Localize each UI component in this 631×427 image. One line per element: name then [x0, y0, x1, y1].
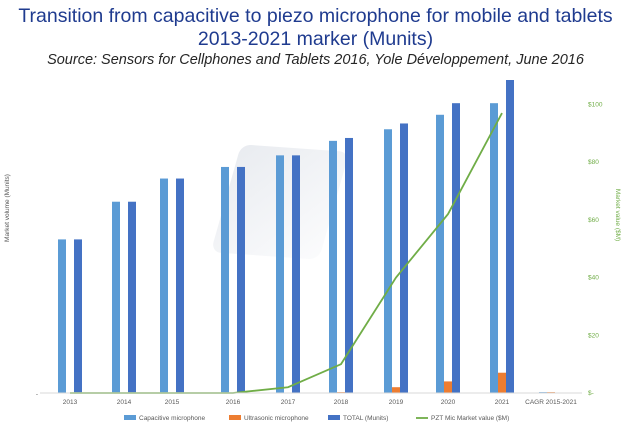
- bar-total-munits-2021: [506, 80, 514, 393]
- x-tick-label: 2017: [281, 399, 296, 406]
- y-axis-label-right: Market value ($M): [614, 189, 621, 241]
- x-tick-label: 2013: [63, 399, 78, 406]
- x-tick-label: 2015: [165, 399, 180, 406]
- x-tick-label: 2020: [441, 399, 456, 406]
- bar-ultrasonic-microphone-2019: [392, 387, 400, 393]
- chart-source: Source: Sensors for Cellphones and Table…: [47, 52, 584, 68]
- legend-label: Ultrasonic microphone: [244, 415, 309, 422]
- chart-title-line1: Transition from capacitive to piezo micr…: [18, 5, 613, 27]
- bar-total-munits-2016: [237, 166, 245, 393]
- chart-title-line2: 2013-2021 marker (Munits): [197, 28, 434, 50]
- legend-label: Capacitive microphone: [139, 415, 206, 422]
- bar-capacitive-microphone-2017: [276, 155, 284, 393]
- bar-total-munits-2018: [345, 137, 353, 393]
- legend-swatch: [328, 415, 340, 420]
- x-tick-label: 2019: [389, 399, 404, 406]
- bar-capacitive-microphone-2015: [160, 178, 168, 393]
- bar-capacitive-microphone-2020: [436, 114, 444, 394]
- x-tick-label: 2018: [334, 399, 349, 406]
- y-tick-label-right: $-: [588, 390, 594, 397]
- y-tick-label-right: $80: [588, 159, 599, 166]
- y-tick-label-right: $20: [588, 332, 599, 339]
- y-tick-label-right: $60: [588, 217, 599, 224]
- bar-total-munits-2020: [452, 103, 460, 394]
- bar-total-munits-2015: [176, 178, 184, 393]
- y-tick-label-right: $100: [588, 101, 603, 108]
- x-tick-label: CAGR 2015-2021: [525, 399, 577, 406]
- bar-ultrasonic-microphone-2020: [444, 381, 452, 393]
- bar-total-munits-2019: [400, 123, 408, 393]
- bar-capacitive-microphone-2018: [329, 140, 337, 393]
- bar-capacitive-microphone-2021: [490, 103, 498, 394]
- legend-swatch: [229, 415, 241, 420]
- bar-capacitive-microphone-2014: [112, 201, 120, 393]
- legend-label: PZT Mic Market value ($M): [431, 415, 509, 422]
- bar-total-munits-2017: [292, 155, 300, 393]
- bar-capacitive-microphone-2019: [384, 129, 392, 393]
- x-tick-label: 2014: [117, 399, 132, 406]
- bar-capacitive-microphone-2013: [58, 239, 66, 393]
- bar-total-munits-2013: [74, 239, 82, 393]
- y-axis-label-left: Market volume (Munits): [4, 174, 11, 242]
- y-tick-label-left: -: [36, 391, 38, 398]
- legend-label: TOTAL (Munits): [343, 415, 388, 422]
- x-tick-label: 2016: [226, 399, 241, 406]
- bar-ultrasonic-microphone-2021: [498, 372, 506, 393]
- legend-swatch: [124, 415, 136, 420]
- bar-total-munits-2014: [128, 201, 136, 393]
- y-tick-label-right: $40: [588, 275, 599, 282]
- bar-capacitive-microphone-2016: [221, 166, 229, 393]
- x-tick-label: 2021: [495, 399, 510, 406]
